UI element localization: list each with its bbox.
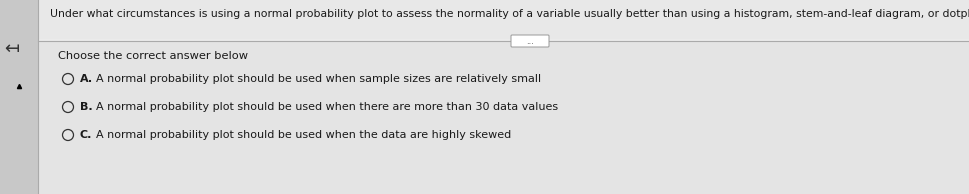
- Text: A normal probability plot should be used when there are more than 30 data values: A normal probability plot should be used…: [96, 102, 558, 112]
- Text: ↤: ↤: [5, 40, 19, 58]
- Text: A normal probability plot should be used when the data are highly skewed: A normal probability plot should be used…: [96, 130, 512, 140]
- Bar: [0, 0, 38, 194]
- Text: ...: ...: [526, 36, 534, 46]
- Bar: [38, 0, 969, 39]
- Text: A.: A.: [80, 74, 93, 84]
- Text: B.: B.: [80, 102, 93, 112]
- Text: C.: C.: [80, 130, 92, 140]
- Text: A normal probability plot should be used when sample sizes are relatively small: A normal probability plot should be used…: [96, 74, 541, 84]
- Text: Choose the correct answer below: Choose the correct answer below: [58, 51, 248, 61]
- FancyBboxPatch shape: [511, 35, 549, 47]
- Text: Under what circumstances is using a normal probability plot to assess the normal: Under what circumstances is using a norm…: [50, 9, 969, 19]
- Bar: [38, 41, 969, 194]
